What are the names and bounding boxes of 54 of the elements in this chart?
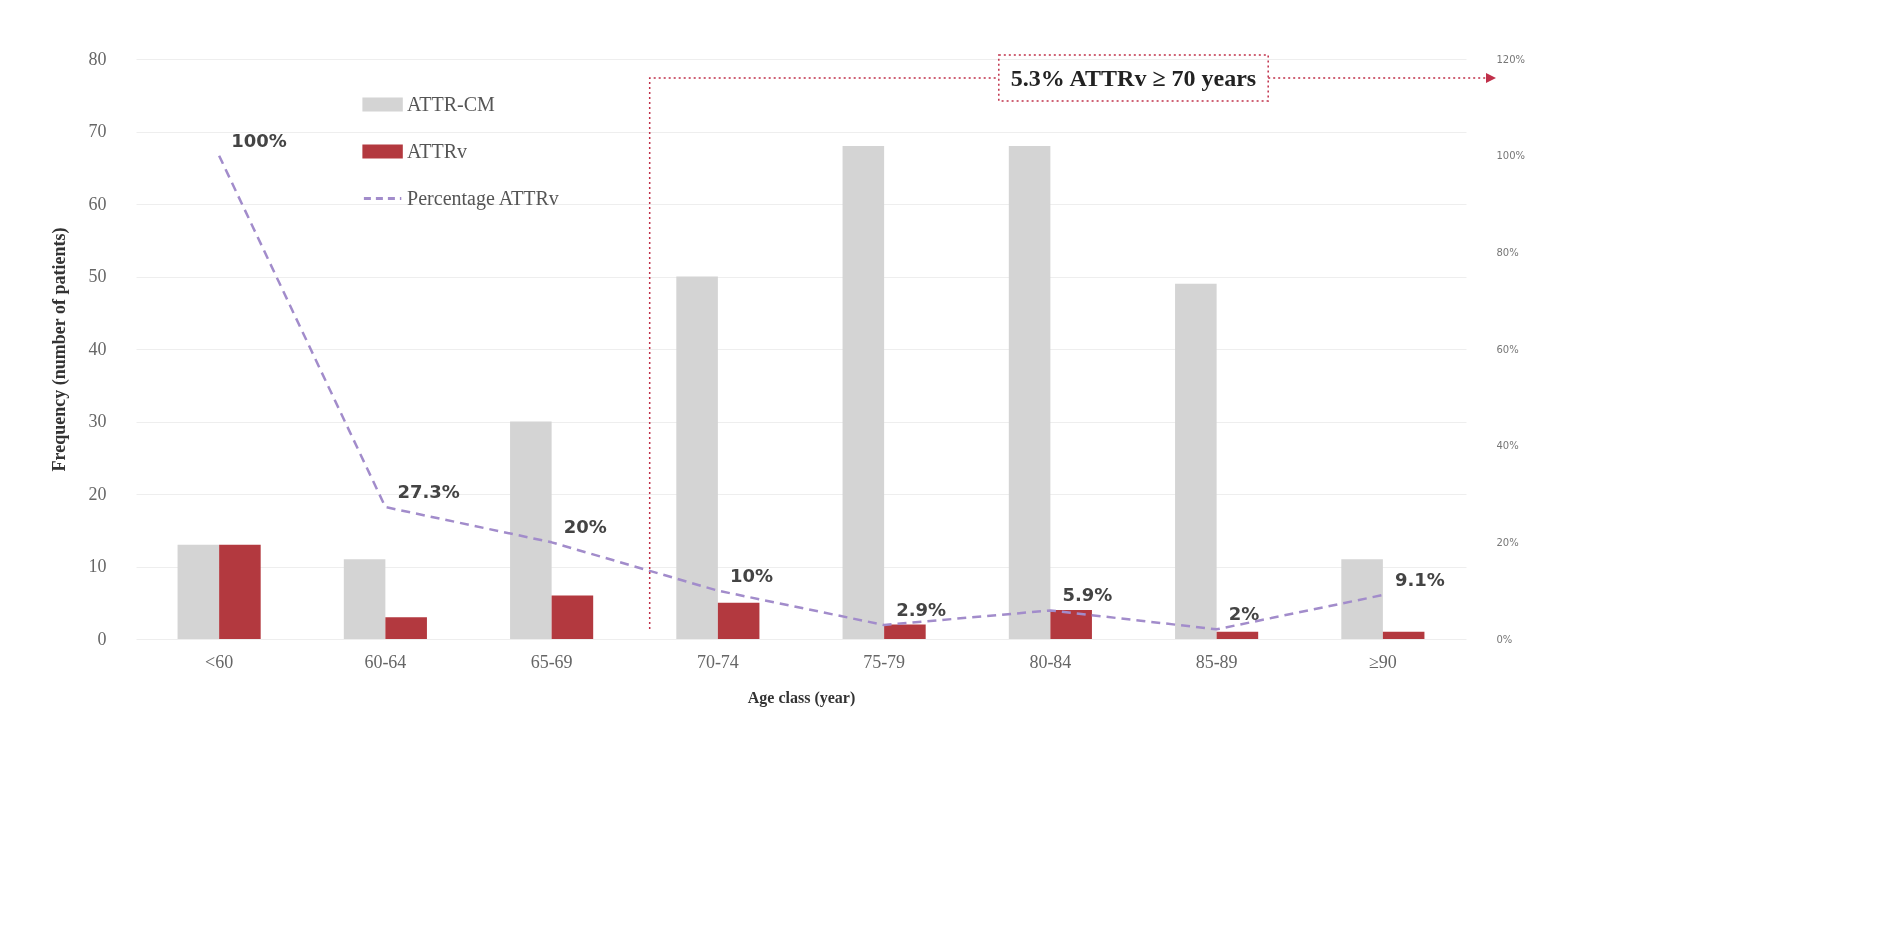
- y2-tick-label: 0%: [1496, 633, 1513, 645]
- y-axis-title: Frequency (number of patients): [48, 227, 70, 472]
- x-tick-label: 75-79: [863, 651, 906, 672]
- bar: [1341, 559, 1383, 639]
- data-label: 10%: [729, 564, 773, 586]
- x-tick-label: <60: [205, 651, 234, 672]
- bar: [385, 617, 427, 639]
- x-tick-label: 85-89: [1195, 651, 1238, 672]
- bar: [177, 544, 220, 639]
- y2-tick-label: 20%: [1496, 536, 1519, 548]
- bar: [1050, 610, 1092, 639]
- y2-tick-label: 80%: [1496, 246, 1519, 258]
- data-label: 2.9%: [896, 598, 947, 620]
- legend-label: ATTRv: [407, 139, 468, 162]
- y-tick-label: 10: [88, 556, 107, 576]
- bar: [717, 602, 760, 639]
- bar: [1382, 631, 1425, 639]
- legend-label: Percentage ATTRv: [407, 186, 559, 210]
- legend-label: ATTR-CM: [407, 92, 496, 115]
- bar: [219, 544, 261, 639]
- data-label: 100%: [231, 129, 287, 151]
- y-tick-label: 30: [88, 411, 107, 431]
- bar: [884, 624, 926, 639]
- x-tick-label: 70-74: [696, 651, 739, 672]
- annotation: 5.3% ATTRv ≥ 70 years: [1010, 65, 1257, 91]
- data-label: 5.9%: [1062, 584, 1113, 606]
- data-label: 2%: [1228, 603, 1260, 625]
- y2-tick-label: 40%: [1496, 440, 1519, 452]
- y2-tick-label: 120%: [1496, 53, 1526, 65]
- x-tick-label: 80-84: [1029, 651, 1072, 672]
- y-tick-label: 40: [88, 338, 107, 359]
- y-tick-label: 20: [88, 483, 107, 504]
- x-axis-title: Age class (year): [747, 688, 856, 707]
- bar: [343, 559, 386, 639]
- y-tick-label: 80: [88, 48, 107, 69]
- y-tick-label: 60: [88, 193, 107, 214]
- y2-tick-label: 100%: [1496, 150, 1526, 162]
- bar: [842, 146, 885, 639]
- bar: [676, 276, 718, 639]
- bar: [551, 595, 594, 639]
- y-tick-label: 50: [88, 266, 107, 286]
- x-tick-label: 60-64: [364, 651, 407, 672]
- bar: [1175, 283, 1217, 639]
- bar: [1216, 631, 1259, 639]
- data-label: 20%: [563, 516, 607, 538]
- y2-tick-label: 60%: [1496, 343, 1519, 355]
- x-tick-label: 65-69: [530, 651, 573, 672]
- data-label: 27.3%: [397, 481, 460, 503]
- data-label: 9.1%: [1394, 569, 1445, 591]
- bar: [1008, 146, 1051, 639]
- y-tick-label: 0: [97, 628, 107, 649]
- x-tick-label: ≥90: [1368, 651, 1397, 672]
- bar: [510, 421, 552, 639]
- y-tick-label: 70: [88, 121, 107, 141]
